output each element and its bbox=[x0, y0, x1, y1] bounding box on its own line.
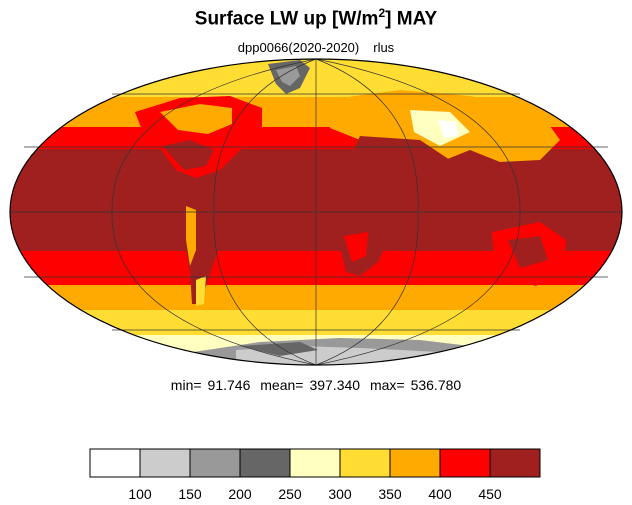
colorbar-tick-label: 400 bbox=[428, 486, 452, 502]
colorbar-swatch bbox=[489, 448, 541, 478]
colorbar-tick-label: 350 bbox=[378, 486, 402, 502]
globe-outline bbox=[9, 58, 623, 366]
graticule bbox=[10, 58, 622, 366]
africa bbox=[312, 160, 404, 276]
colorbar-swatch bbox=[339, 448, 391, 478]
colorbar-swatch bbox=[189, 448, 241, 478]
colorbar-tick-label: 200 bbox=[228, 486, 252, 502]
chart-title: Surface LW up [W/m2] MAY bbox=[194, 6, 438, 30]
variable-label: rlus bbox=[373, 40, 395, 55]
colorbar-swatch bbox=[289, 448, 341, 478]
colorbar-swatch bbox=[139, 448, 191, 478]
colorbar-swatch bbox=[389, 448, 441, 478]
run-label: dpp0066(2020-2020) bbox=[237, 40, 360, 55]
chart-subtitle: dpp0066(2020-2020) rlus bbox=[0, 40, 632, 55]
colorbar-swatch bbox=[439, 448, 491, 478]
colorbar-swatch bbox=[239, 448, 291, 478]
stats-line: min= 91.746 mean= 397.340 max= 536.780 bbox=[170, 377, 462, 393]
colorbar-tick-label: 250 bbox=[278, 486, 302, 502]
colorbar-tick-label: 100 bbox=[128, 486, 152, 502]
colorbar-swatch bbox=[89, 448, 141, 478]
colorbar-tick-label: 150 bbox=[178, 486, 202, 502]
colorbar-tick-label: 300 bbox=[328, 486, 352, 502]
colorbar-tick-label: 450 bbox=[478, 486, 502, 502]
